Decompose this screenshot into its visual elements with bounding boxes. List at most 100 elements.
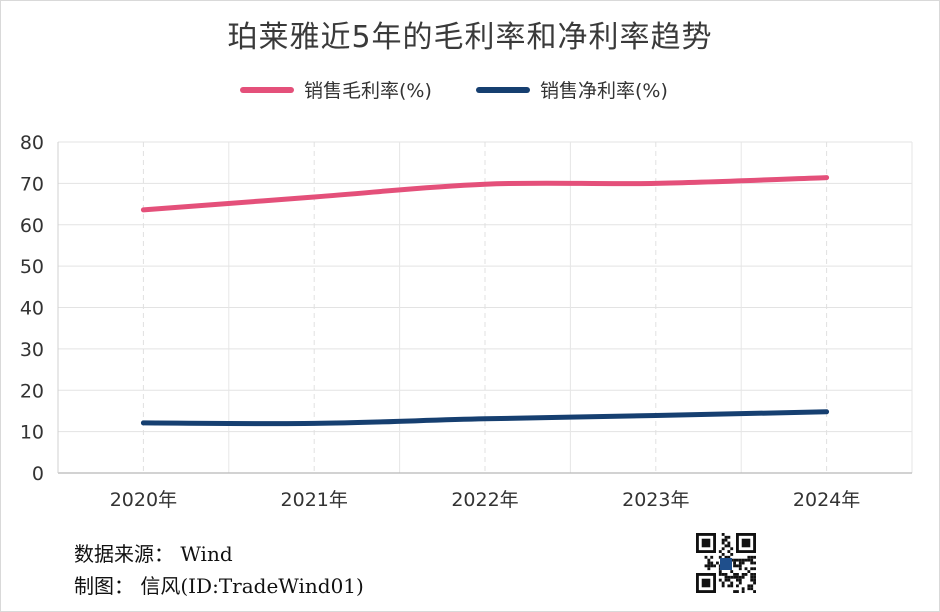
qr-module [741, 587, 745, 591]
legend-item-gross-margin[interactable]: 销售毛利率(%) [240, 76, 432, 103]
qr-module [727, 575, 731, 579]
qr-module [721, 573, 725, 576]
qr-module [753, 567, 756, 571]
qr-module [753, 581, 756, 585]
qr-module [753, 575, 756, 579]
legend-swatch-net-margin [476, 86, 530, 93]
qr-module [721, 538, 725, 542]
qr-module [750, 567, 754, 571]
qr-module [704, 564, 708, 568]
qr-module [747, 584, 751, 588]
line-chart: 0 10 20 30 40 50 60 70 80 2020年 2021年 2022年 2023年 202… [20, 132, 913, 511]
qr-module [741, 573, 745, 576]
legend: 销售毛利率(%) 销售净利率(%) [0, 76, 940, 106]
qr-module [733, 575, 736, 579]
qr-module [730, 575, 734, 579]
qr-module [736, 584, 739, 588]
x-tick-label: 2023年 [622, 489, 689, 511]
qr-module [738, 567, 742, 571]
qr-code-icon [696, 533, 756, 593]
qr-module [733, 558, 736, 562]
qr-module [741, 590, 745, 593]
qr-module [741, 575, 745, 579]
y-tick-label: 10 [20, 422, 44, 444]
qr-module [753, 573, 756, 576]
qr-module [750, 573, 754, 576]
qr-module [716, 561, 719, 565]
legend-swatch-gross-margin [240, 86, 294, 93]
y-tick-label: 60 [20, 215, 44, 237]
qr-module [750, 561, 754, 565]
qr-module [733, 590, 736, 593]
qr-module [713, 564, 716, 568]
qr-module [750, 584, 754, 588]
qr-module [738, 575, 742, 579]
y-tick-label: 30 [20, 339, 44, 361]
qr-module [738, 558, 742, 562]
x-tick-label: 2021年 [281, 489, 348, 511]
qr-module [733, 564, 736, 568]
qr-module [727, 535, 731, 539]
qr-module [730, 584, 734, 588]
qr-module [753, 590, 756, 593]
qr-module [707, 564, 711, 568]
qr-module [718, 573, 722, 576]
qr-module [707, 567, 711, 571]
qr-module [747, 587, 751, 591]
qr-module [730, 553, 734, 556]
qr-module [747, 570, 751, 573]
x-tick-label: 2020年 [110, 489, 177, 511]
qr-module [733, 573, 736, 576]
qr-module [721, 553, 725, 556]
data-source: 数据来源： Wind [74, 542, 233, 566]
qr-module [736, 564, 739, 568]
qr-module [736, 573, 739, 576]
chart-author: 制图： 信风(ID:TradeWind01) [74, 574, 364, 598]
qr-module [710, 564, 714, 568]
qr-finder [701, 578, 711, 588]
qr-module [741, 561, 745, 565]
qr-module [724, 573, 728, 576]
y-tick-label: 0 [32, 463, 44, 485]
qr-module [724, 555, 728, 559]
qr-module [704, 555, 708, 559]
x-tick-label: 2022年 [451, 489, 518, 511]
qr-module [747, 555, 751, 559]
qr-module [750, 587, 754, 591]
qr-module [730, 547, 734, 551]
qr-module [738, 578, 742, 582]
qr-module [724, 544, 728, 548]
chart-title: 珀莱雅近5年的毛利率和净利率趋势 [227, 20, 713, 55]
qr-module [750, 575, 754, 579]
qr-module [707, 558, 711, 562]
qr-module [721, 584, 725, 588]
qr-module [750, 558, 754, 562]
qr-module [753, 578, 756, 582]
qr-module [730, 570, 734, 573]
qr-module [707, 561, 711, 565]
qr-module [753, 561, 756, 565]
y-tick-label: 70 [20, 173, 44, 195]
qr-module [744, 573, 748, 576]
qr-module [724, 535, 728, 539]
qr-module [727, 555, 731, 559]
qr-module [727, 550, 731, 553]
x-tick-label: 2024年 [793, 489, 860, 511]
qr-module [744, 558, 748, 562]
qr-module [750, 578, 754, 582]
series-line-gross-margin [140, 175, 830, 213]
qr-module [718, 555, 722, 559]
qr-module [727, 541, 731, 545]
qr-module [721, 533, 725, 536]
qr-module [741, 558, 745, 562]
y-tick-label: 20 [20, 380, 44, 402]
qr-module [718, 578, 722, 582]
qr-module [753, 555, 756, 559]
qr-module [736, 578, 739, 582]
qr-module [724, 575, 728, 579]
qr-module [724, 578, 728, 582]
series-line-net-margin [140, 409, 830, 427]
legend-item-net-margin[interactable]: 销售净利率(%) [476, 76, 668, 103]
qr-module [738, 561, 742, 565]
qr-module [738, 564, 742, 568]
